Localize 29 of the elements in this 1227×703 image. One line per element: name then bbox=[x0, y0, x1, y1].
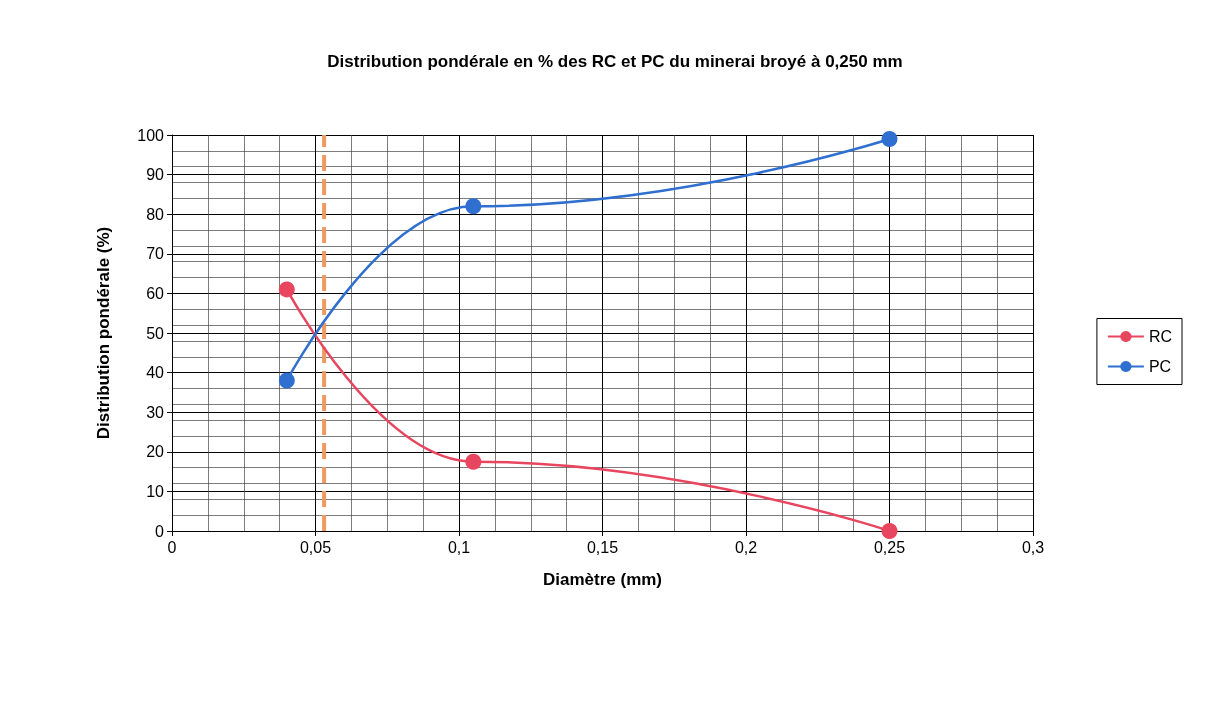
point bbox=[881, 130, 898, 147]
point bbox=[278, 372, 295, 389]
legend-label: PC bbox=[1148, 358, 1172, 375]
x-tick-label: 0,2 bbox=[734, 538, 758, 556]
y-tick-label: 90 bbox=[146, 166, 165, 184]
x-tick-label: 0,1 bbox=[447, 538, 471, 556]
x-axis-title: Diamètre (mm) bbox=[542, 570, 663, 589]
point bbox=[881, 523, 898, 539]
y-tick-label: 40 bbox=[146, 364, 165, 382]
y-tick-label: 100 bbox=[137, 126, 165, 144]
x-tick-label: 0,15 bbox=[586, 538, 619, 556]
y-tick-label: 60 bbox=[146, 284, 165, 302]
x-tick-label: 0,3 bbox=[1021, 538, 1045, 556]
x-tick-label: 0,05 bbox=[299, 538, 332, 556]
point bbox=[465, 198, 482, 215]
y-tick-label: 0 bbox=[155, 522, 165, 540]
y-tick-label: 80 bbox=[146, 205, 165, 223]
y-axis-title: Distribution pondérale (%) bbox=[94, 226, 113, 440]
legend-label: RC bbox=[1148, 328, 1172, 345]
y-tick-label: 10 bbox=[146, 482, 165, 500]
point bbox=[278, 281, 295, 298]
y-tick-label: 70 bbox=[146, 245, 165, 263]
x-tick-label: 0 bbox=[167, 538, 177, 556]
x-tick-label: 0,25 bbox=[873, 538, 906, 556]
point bbox=[465, 453, 482, 470]
chart-title: Distribution pondérale en % des RC et PC du minerai broyé à 0,250 mm bbox=[327, 52, 903, 71]
y-tick-label: 20 bbox=[146, 443, 165, 461]
y-tick-label: 30 bbox=[146, 403, 165, 421]
y-tick-label: 50 bbox=[146, 324, 165, 342]
